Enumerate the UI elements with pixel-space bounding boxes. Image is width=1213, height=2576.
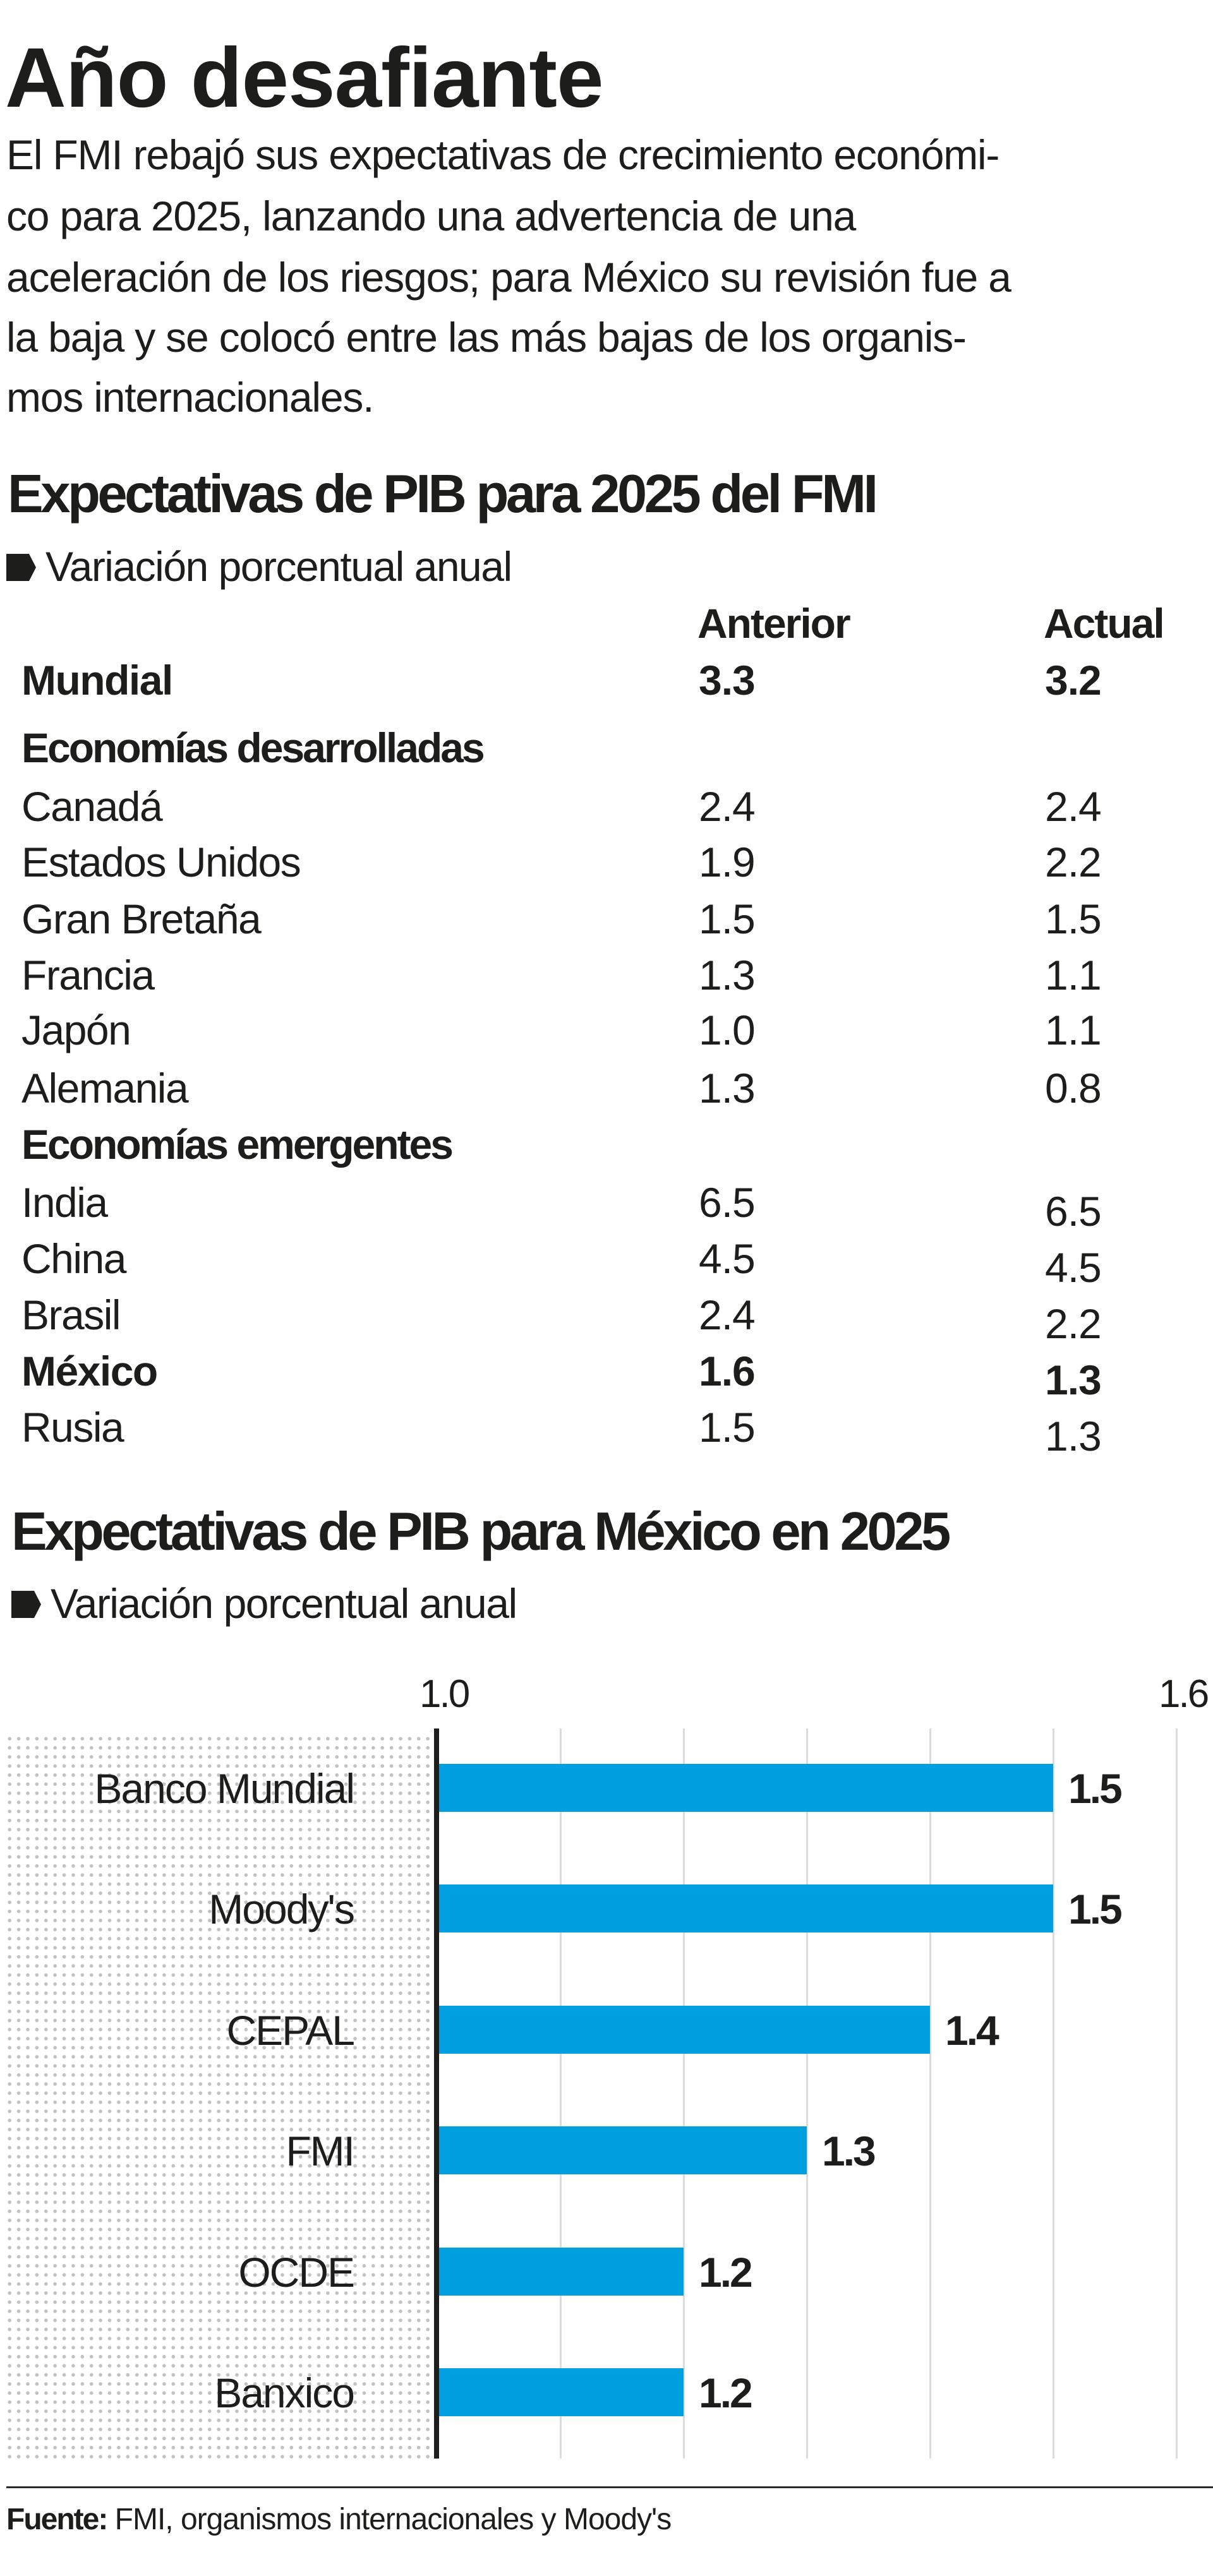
row-label: Estados Unidos	[21, 839, 301, 885]
row-label: Economías desarrolladas	[21, 724, 485, 771]
column-header-anterior: Anterior	[697, 600, 851, 647]
intro-line: El FMI rebajó sus expectativas de crecim…	[6, 131, 999, 178]
gridline	[1175, 1728, 1178, 2459]
row-label: Japón	[21, 1007, 131, 1053]
value-anterior: 1.0	[699, 1007, 756, 1053]
source-label: Fuente:	[6, 2503, 108, 2536]
value-anterior: 6.5	[699, 1179, 756, 1226]
value-actual: 2.2	[1045, 839, 1102, 885]
row-label: Brasil	[21, 1291, 121, 1338]
row-label: Canadá	[21, 783, 163, 830]
value-anterior: 1.6	[699, 1348, 756, 1394]
row-label: Francia	[21, 952, 155, 998]
row-label: México	[21, 1348, 158, 1394]
category-label: OCDE	[238, 2248, 355, 2296]
value-actual: 1.3	[1045, 1357, 1102, 1403]
row-label: Economías emergentes	[21, 1121, 454, 1168]
intro-line: co para 2025, lanzando una advertencia d…	[6, 193, 856, 239]
value-anterior: 1.3	[699, 952, 756, 998]
value-actual: 1.3	[1045, 1413, 1102, 1459]
gridline	[559, 1728, 562, 2459]
value-anterior: 1.5	[699, 896, 756, 942]
y-axis-line	[434, 1728, 439, 2459]
value-anterior: 1.3	[699, 1065, 756, 1111]
value-actual: 3.2	[1045, 657, 1102, 704]
row-label: Mundial	[21, 657, 173, 704]
value-actual: 6.5	[1045, 1188, 1102, 1235]
category-label: Moody's	[208, 1886, 355, 1933]
source-note: Fuente: FMI, organismos internacionales …	[6, 2503, 672, 2536]
value-anterior: 2.4	[699, 1291, 756, 1338]
row-label: Gran Bretaña	[21, 896, 262, 942]
chart-subtitle: Variación porcentual anual	[51, 1580, 517, 1627]
gridline	[806, 1728, 808, 2459]
value-actual: 1.1	[1045, 952, 1102, 998]
value-anterior: 1.9	[699, 839, 756, 885]
row-label: China	[21, 1235, 126, 1282]
value-label: 1.5	[1068, 1765, 1123, 1812]
footer-divider	[6, 2486, 1213, 2488]
category-label: CEPAL	[226, 2006, 355, 2054]
bar	[439, 2126, 807, 2175]
value-actual: 2.2	[1045, 1300, 1102, 1347]
intro-line: la baja y se colocó entre las más bajas …	[6, 314, 967, 361]
column-header-actual: Actual	[1044, 600, 1165, 647]
value-actual: 2.4	[1045, 783, 1102, 830]
chart-title: Expectativas de PIB para México en 2025	[11, 1502, 951, 1562]
bar	[439, 2247, 684, 2296]
value-label: 1.5	[1068, 1886, 1123, 1933]
tag-arrow-icon	[6, 554, 36, 581]
value-anterior: 1.5	[699, 1404, 756, 1451]
bar	[439, 2368, 684, 2416]
label-area-dot-pattern	[5, 1734, 431, 2459]
gridline	[682, 1728, 685, 2459]
category-label: Banxico	[214, 2369, 355, 2416]
value-actual: 0.8	[1045, 1065, 1102, 1111]
row-label: Alemania	[21, 1065, 189, 1111]
headline: Año desafiante	[5, 31, 604, 125]
x-tick-label: 1.6	[1159, 1672, 1209, 1716]
gridline	[1052, 1728, 1054, 2459]
bar	[439, 1884, 1053, 1933]
value-label: 1.4	[945, 2006, 999, 2054]
x-tick-label: 1.0	[419, 1672, 470, 1716]
value-anterior: 4.5	[699, 1235, 756, 1282]
tag-arrow-icon	[11, 1591, 41, 1618]
value-label: 1.3	[822, 2128, 876, 2175]
table-subtitle: Variación porcentual anual	[45, 543, 512, 590]
bar	[439, 1764, 1053, 1812]
gridline	[929, 1728, 931, 2459]
intro-line: mos internacionales.	[6, 374, 375, 421]
category-label: FMI	[286, 2128, 355, 2175]
row-label: Rusia	[21, 1404, 124, 1451]
value-anterior: 2.4	[699, 783, 756, 830]
category-label: Banco Mundial	[94, 1765, 355, 1812]
bar	[439, 2005, 930, 2054]
value-actual: 1.5	[1045, 896, 1102, 942]
value-label: 1.2	[699, 2248, 753, 2296]
value-actual: 4.5	[1045, 1244, 1102, 1291]
row-label: India	[21, 1179, 108, 1226]
intro-line: aceleración de los riesgos; para México …	[6, 254, 1011, 301]
value-anterior: 3.3	[699, 657, 756, 704]
table-title: Expectativas de PIB para 2025 del FMI	[8, 464, 878, 524]
value-actual: 1.1	[1045, 1007, 1102, 1053]
source-text: FMI, organismos internacionales y Moody'…	[107, 2503, 672, 2536]
value-label: 1.2	[699, 2369, 753, 2416]
